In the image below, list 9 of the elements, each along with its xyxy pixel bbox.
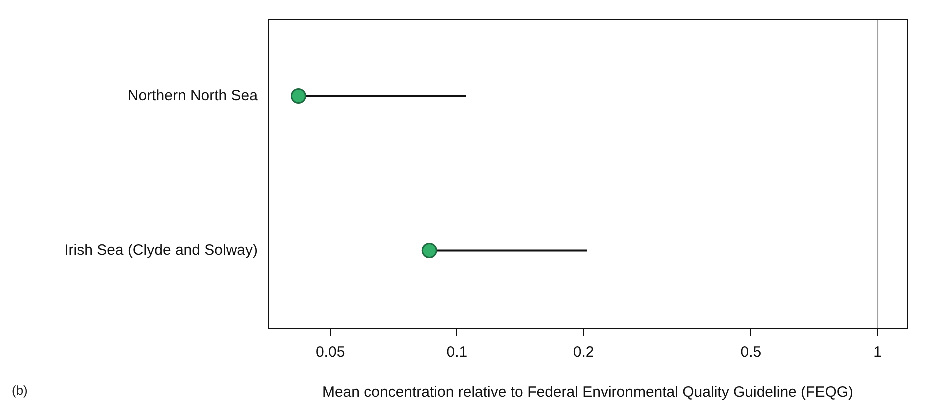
x-tick-label: 0.1 bbox=[446, 344, 468, 362]
x-axis-title: Mean concentration relative to Federal Environmental Quality Guideline (FEQG) bbox=[322, 384, 854, 402]
y-tick-label: Northern North Sea bbox=[128, 87, 259, 104]
x-tick-label: 0.5 bbox=[740, 344, 762, 362]
x-tick-label: 0.05 bbox=[316, 344, 346, 362]
text: (b) bbox=[12, 383, 28, 398]
x-tick-label: 1 bbox=[874, 344, 882, 362]
y-tick-label: Irish Sea (Clyde and Solway) bbox=[64, 242, 258, 259]
x-tick-label: 0.2 bbox=[573, 344, 594, 362]
